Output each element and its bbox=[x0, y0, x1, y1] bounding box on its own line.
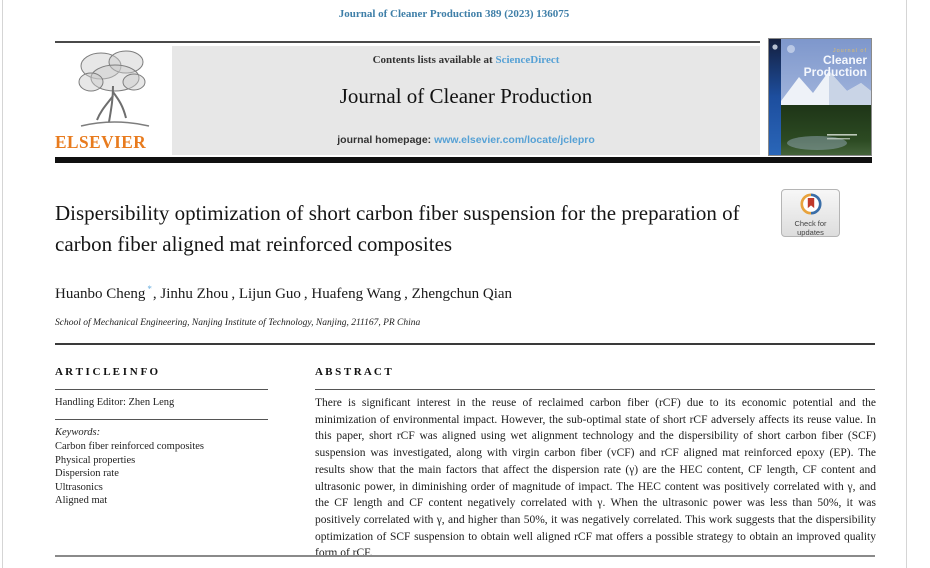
homepage-prefix: journal homepage: bbox=[337, 134, 435, 146]
journal-title: Journal of Cleaner Production bbox=[339, 84, 593, 108]
svg-text:Cleaner: Cleaner bbox=[823, 53, 867, 67]
contents-prefix: Contents lists available at bbox=[372, 54, 496, 66]
author-name: Jinhu Zhou bbox=[160, 286, 229, 302]
keyword-item: Dispersion rate bbox=[55, 468, 119, 480]
author-separator: , bbox=[152, 286, 161, 302]
handling-editor: Handling Editor: Zhen Leng bbox=[55, 397, 175, 408]
svg-text:Journal of: Journal of bbox=[833, 48, 867, 54]
elsevier-wordmark: ELSEVIER bbox=[55, 132, 147, 152]
sciencedirect-link[interactable]: ScienceDirect bbox=[495, 54, 560, 66]
author-name: Zhengchun Qian bbox=[411, 286, 513, 302]
homepage-line: journal homepage: www.elsevier.com/locat… bbox=[172, 134, 760, 146]
keyword-item: Physical properties bbox=[55, 454, 136, 466]
abstract-divider bbox=[315, 389, 875, 390]
elsevier-tree-icon bbox=[78, 50, 149, 127]
keywords-list: Carbon fiber reinforced composites Physic… bbox=[55, 440, 204, 508]
journal-header-banner: Contents lists available at ScienceDirec… bbox=[172, 46, 760, 155]
abstract-heading: A B S T R A C T bbox=[315, 366, 392, 378]
badge-label-line2: updates bbox=[797, 227, 824, 237]
journal-citation: Journal of Cleaner Production 389 (2023)… bbox=[338, 8, 570, 20]
author-name: Huafeng Wang bbox=[311, 286, 402, 302]
author: Huanbo Cheng *, bbox=[55, 284, 161, 302]
svg-text:Production: Production bbox=[804, 65, 867, 79]
keyword-item: Ultrasonics bbox=[55, 481, 103, 493]
page-border-left bbox=[2, 0, 3, 568]
author: Jinhu Zhou, bbox=[160, 286, 238, 302]
header-top-divider bbox=[55, 41, 760, 43]
keyword-item: Aligned mat bbox=[55, 495, 108, 507]
affiliation: School of Mechanical Engineering, Nanjin… bbox=[55, 318, 421, 328]
author: Huafeng Wang, bbox=[311, 286, 411, 302]
header-bottom-divider bbox=[55, 157, 872, 163]
article-title: Dispersibility optimization of short car… bbox=[55, 201, 740, 256]
elsevier-logo: ELSEVIER bbox=[55, 46, 172, 155]
contents-line: Contents lists available at ScienceDirec… bbox=[172, 54, 760, 66]
author-separator: , bbox=[231, 286, 239, 302]
author-separator: , bbox=[404, 286, 412, 302]
keywords-label: Keywords: bbox=[55, 427, 101, 438]
badge-label-line1: Check for bbox=[794, 219, 827, 228]
author: Lijun Guo, bbox=[239, 286, 312, 302]
homepage-url-link[interactable]: www.elsevier.com/locate/jclepro bbox=[434, 134, 595, 146]
corresponding-author-asterisk[interactable]: * bbox=[147, 284, 152, 294]
keyword-item: Carbon fiber reinforced composites bbox=[55, 441, 204, 452]
page-border-right bbox=[906, 0, 907, 568]
crossmark-icon bbox=[799, 193, 822, 215]
section-top-divider bbox=[55, 343, 875, 345]
author: Zhengchun Qian bbox=[412, 286, 515, 302]
author-name: Lijun Guo bbox=[238, 286, 301, 302]
cover-image: Journal of Cleaner Production bbox=[769, 39, 871, 155]
check-for-updates-badge[interactable]: Check for updates bbox=[781, 189, 840, 237]
journal-cover-thumbnail: Journal of Cleaner Production bbox=[768, 38, 872, 156]
article-info-divider-2 bbox=[55, 419, 268, 420]
author-separator: , bbox=[303, 286, 312, 302]
page-bottom-divider bbox=[55, 555, 875, 557]
abstract-text: There is significant interest in the reu… bbox=[315, 397, 876, 560]
article-info-heading: A R T I C L E I N F O bbox=[55, 366, 159, 378]
article-info-divider-1 bbox=[55, 389, 268, 390]
author-name: Huanbo Cheng bbox=[55, 286, 146, 302]
author-list: Huanbo Cheng *, Jinhu Zhou, Lijun Guo, Hu… bbox=[55, 284, 515, 303]
